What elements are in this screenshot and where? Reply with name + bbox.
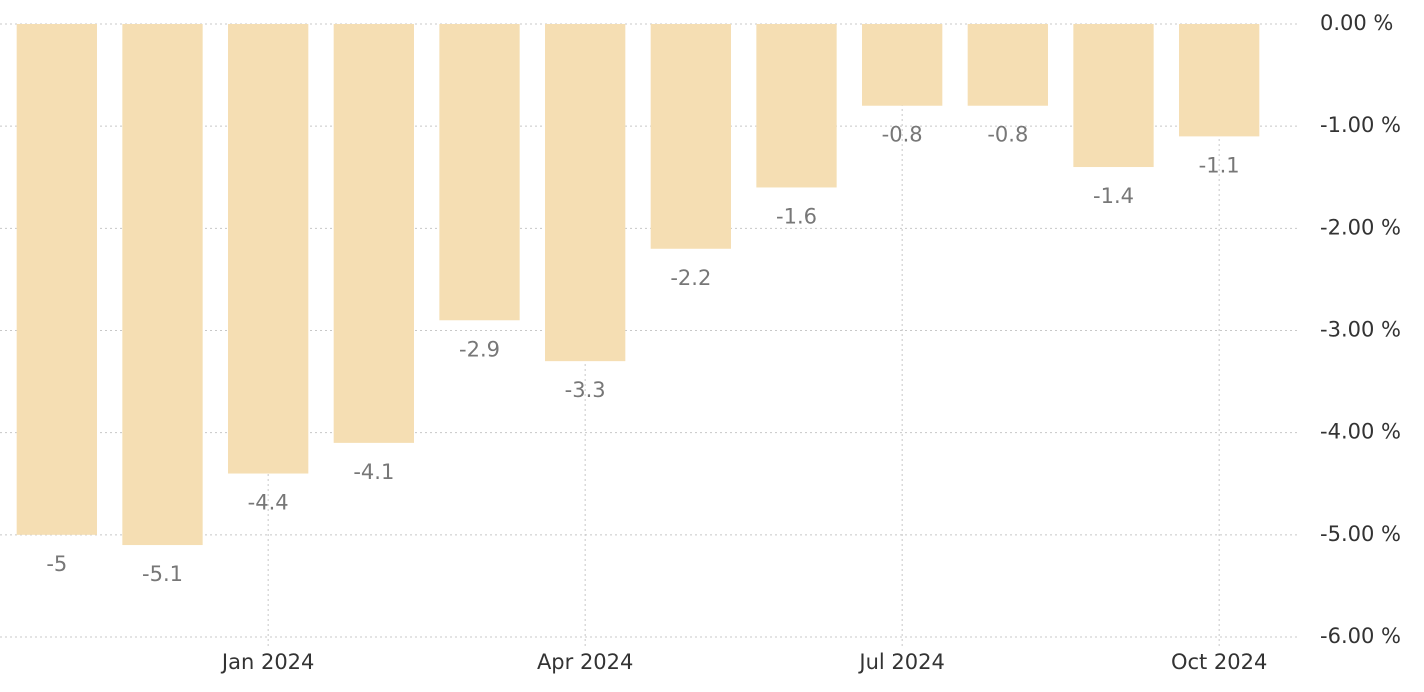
data-label: -0.8 (987, 123, 1028, 147)
bar (439, 24, 520, 321)
data-label: -4.4 (248, 491, 289, 515)
y-tick-label: -6.00 % (1320, 624, 1401, 648)
bar (756, 24, 837, 188)
x-tick-label: Jul 2024 (857, 650, 944, 674)
y-tick-label: -4.00 % (1320, 420, 1401, 444)
data-label: -0.8 (882, 123, 923, 147)
bar (333, 24, 414, 443)
data-label: -3.3 (565, 378, 606, 402)
bar (1073, 24, 1154, 168)
bar (16, 24, 97, 535)
data-label: -1.1 (1199, 153, 1240, 177)
data-label: -2.2 (670, 266, 711, 290)
data-label: -5 (46, 552, 67, 576)
bar (122, 24, 203, 546)
bar (1179, 24, 1260, 137)
y-tick-label: -5.00 % (1320, 522, 1401, 546)
data-label: -1.4 (1093, 184, 1134, 208)
x-tick-label: Oct 2024 (1171, 650, 1267, 674)
bar (862, 24, 943, 106)
data-label: -5.1 (142, 562, 183, 586)
data-label: -4.1 (353, 460, 394, 484)
data-label: -1.6 (776, 204, 817, 228)
y-tick-label: -3.00 % (1320, 318, 1401, 342)
x-tick-label: Apr 2024 (537, 650, 633, 674)
y-tick-label: -2.00 % (1320, 215, 1401, 239)
y-tick-label: 0.00 % (1320, 11, 1393, 35)
bar (650, 24, 731, 249)
bar (545, 24, 626, 362)
x-tick-label: Jan 2024 (220, 650, 315, 674)
bar (967, 24, 1048, 106)
data-label: -2.9 (459, 337, 500, 361)
y-tick-label: -1.00 % (1320, 113, 1401, 137)
bar (228, 24, 309, 474)
